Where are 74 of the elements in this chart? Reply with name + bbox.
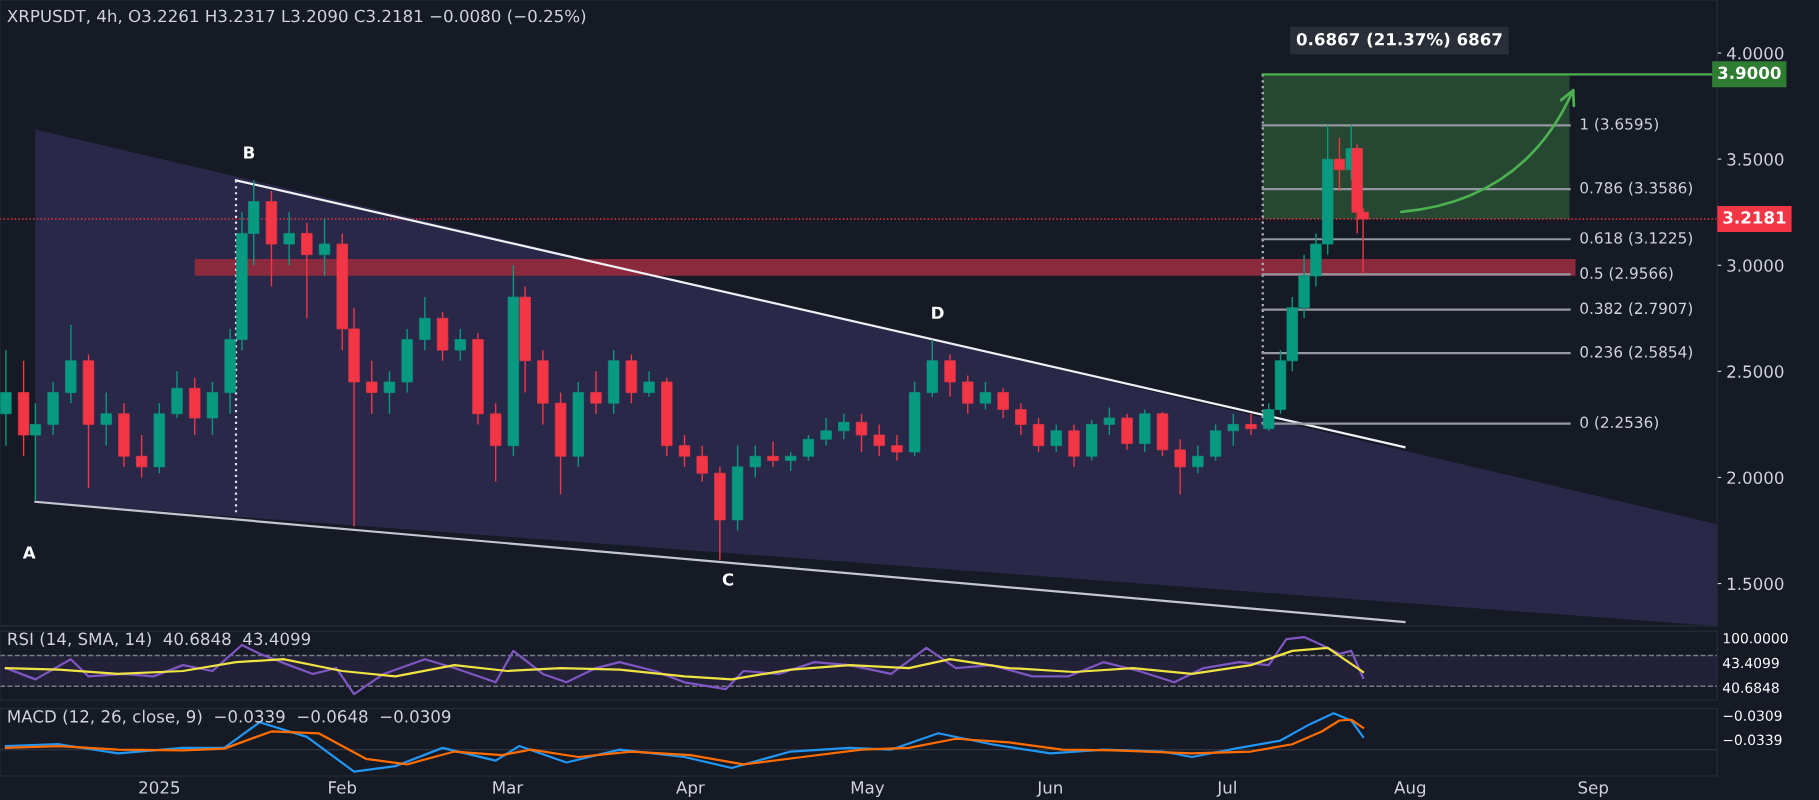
series-label: 0.382 (2.7907) xyxy=(1580,302,1692,316)
annotation: MACD (12, 26, close, 9) −0.0339 −0.0648 −0.0309 xyxy=(8,709,451,725)
candlestick xyxy=(1192,444,1204,474)
text: 43.4099 xyxy=(1722,657,1779,669)
series-label: 0.5 (2.9566) xyxy=(1580,267,1673,281)
series-label: 0.236 (2.5854) xyxy=(1580,345,1692,360)
candlestick xyxy=(283,211,295,266)
series-label: 0 (2.2536) xyxy=(1580,416,1658,430)
x-tick-label: May xyxy=(851,781,885,797)
annotation: RSI (14, SMA, 14) 40.6848 43.4099 xyxy=(8,632,311,648)
x-tick-label: Jun xyxy=(1036,781,1062,797)
candlestick xyxy=(696,444,708,483)
x-tick-label: Aug xyxy=(1394,781,1426,797)
candlestick xyxy=(1227,413,1239,447)
text: 100.0000 xyxy=(1723,632,1788,644)
candlestick xyxy=(29,402,42,502)
text: −0.0309 xyxy=(1723,710,1782,721)
candlestick xyxy=(979,381,992,411)
annotation: C xyxy=(722,573,734,586)
candlestick xyxy=(301,222,313,320)
y-tick-label: 4.0000 xyxy=(1726,47,1784,60)
candlestick xyxy=(1032,417,1045,453)
candlestick xyxy=(643,370,655,398)
candlestick xyxy=(1333,137,1346,192)
candlestick xyxy=(1050,423,1062,453)
text: 40.6848 xyxy=(1722,682,1779,694)
candlestick xyxy=(0,349,12,447)
y-tick-label: 2.5000 xyxy=(1727,365,1784,378)
candlestick xyxy=(962,374,974,415)
candlestick xyxy=(1245,413,1257,436)
x-tick-label: Sep xyxy=(1578,781,1609,797)
candlestick xyxy=(1015,402,1027,436)
y-tick-label: 3.5000 xyxy=(1727,153,1784,166)
candlestick xyxy=(135,434,148,479)
candlestick xyxy=(891,434,903,462)
series-label: 0.618 (3.1225) xyxy=(1580,231,1692,246)
candlestick xyxy=(1103,406,1116,436)
annotation: B xyxy=(244,146,255,159)
candlestick xyxy=(749,444,761,479)
annotation: 0.6867 (21.37%) 6867 xyxy=(1296,32,1502,48)
candlestick xyxy=(383,370,396,415)
annotation: XRPUSDT, 4h, O3.2261 H3.2317 L3.2090 C3.2181 −0.0080 (−0.25%) xyxy=(7,9,586,25)
y-tick-label: 1.5000 xyxy=(1727,577,1784,591)
series-label: 1 (3.6595) xyxy=(1581,117,1658,132)
annotation: 3.9000 xyxy=(1718,66,1781,80)
x-tick-label: Mar xyxy=(493,781,524,794)
x-tick-label: Jul xyxy=(1216,780,1236,797)
candlestick xyxy=(366,360,378,415)
candlestick xyxy=(997,387,1009,419)
candlestick xyxy=(1174,438,1186,496)
candlestick xyxy=(785,451,797,472)
y-tick-label: 2.0000 xyxy=(1727,471,1784,485)
x-tick-label: Feb xyxy=(329,780,357,794)
candlestick xyxy=(100,391,112,447)
candlestick xyxy=(838,413,850,440)
candlestick xyxy=(873,423,885,457)
candlestick xyxy=(855,413,868,453)
candlestick xyxy=(419,296,431,351)
y-tick-label: 3.0000 xyxy=(1727,259,1784,272)
candlestick xyxy=(767,440,779,468)
candlestick xyxy=(944,353,956,398)
annotation: A xyxy=(22,546,36,559)
candlestick xyxy=(678,434,691,468)
candlestick xyxy=(318,217,331,277)
series-label: 0.786 (3.3586) xyxy=(1580,181,1692,196)
candlestick xyxy=(820,417,832,447)
text: −0.0339 xyxy=(1723,734,1782,746)
x-tick-label: 2025 xyxy=(139,781,180,794)
annotation: D xyxy=(932,306,944,319)
candlestick xyxy=(802,434,815,462)
ref-line-label: 3.2181 xyxy=(1723,211,1786,224)
x-tick-label: Apr xyxy=(676,781,705,797)
candlestick xyxy=(454,328,466,362)
candlestick xyxy=(590,370,602,415)
